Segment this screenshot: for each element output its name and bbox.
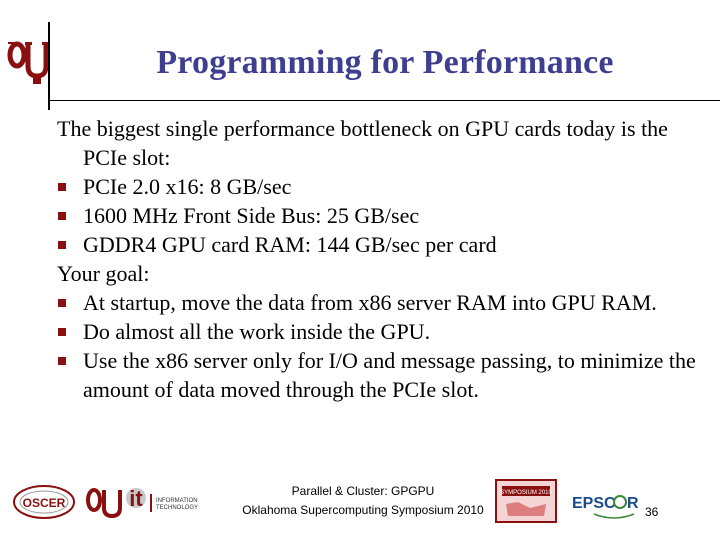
- symposium-2010-logo-icon: SYMPOSIUM 2010: [495, 479, 557, 523]
- footer-line-2: Oklahoma Supercomputing Symposium 2010: [242, 503, 484, 517]
- bullet-item: Do almost all the work inside the GPU.: [57, 317, 697, 346]
- bullet-square-icon: [58, 299, 66, 307]
- bullet-item: GDDR4 GPU card RAM: 144 GB/sec per card: [57, 230, 697, 259]
- goal-heading: Your goal:: [57, 261, 150, 286]
- bullet-square-icon: [58, 357, 66, 365]
- slide-title: Programming for Performance: [156, 44, 614, 81]
- bullet-square-icon: [58, 328, 66, 336]
- svg-text:it: it: [129, 486, 143, 511]
- footer-line-1: Parallel & Cluster: GPGPU: [291, 484, 435, 498]
- bullet-text: Use the x86 server only for I/O and mess…: [83, 348, 696, 402]
- bullet-square-icon: [58, 183, 66, 191]
- information-technology-logo-icon: it INFORMATION TECHNOLOGY: [126, 486, 198, 512]
- oscer-logo-icon: OSCER: [13, 485, 75, 519]
- bullet-square-icon: [58, 212, 66, 220]
- header-horizontal-rule: [48, 100, 720, 101]
- bullet-item: Use the x86 server only for I/O and mess…: [57, 346, 697, 404]
- bullet-text: GDDR4 GPU card RAM: 144 GB/sec per card: [83, 232, 497, 257]
- bullet-item: At startup, move the data from x86 serve…: [57, 288, 697, 317]
- slide-body: The biggest single performance bottlenec…: [57, 114, 697, 404]
- svg-text:R: R: [627, 495, 639, 512]
- bullet-text: Do almost all the work inside the GPU.: [83, 319, 431, 344]
- ou-logo-icon: [7, 41, 48, 84]
- header-vertical-rule: [48, 22, 50, 110]
- intro-paragraph: The biggest single performance bottlenec…: [57, 116, 668, 170]
- page-number: 36: [645, 505, 659, 519]
- bullet-square-icon: [58, 241, 66, 249]
- svg-text:OSCER: OSCER: [23, 496, 66, 510]
- bullet-item: 1600 MHz Front Side Bus: 25 GB/sec: [57, 201, 697, 230]
- footer-logos: OSCER it INFORMATION TECHNOLOGY: [13, 485, 198, 519]
- bullet-text: At startup, move the data from x86 serve…: [83, 290, 657, 315]
- epscor-logo-icon: EPSC R: [572, 495, 639, 519]
- svg-text:INFORMATION: INFORMATION: [156, 498, 198, 504]
- ou-small-logo-icon: [86, 488, 122, 519]
- bullet-text: 1600 MHz Front Side Bus: 25 GB/sec: [83, 203, 420, 228]
- svg-text:EPSC: EPSC: [572, 495, 616, 512]
- footer-right-logos: SYMPOSIUM 2010 EPSC R: [495, 479, 639, 523]
- svg-text:SYMPOSIUM 2010: SYMPOSIUM 2010: [500, 490, 552, 496]
- bullet-text: PCIe 2.0 x16: 8 GB/sec: [83, 174, 292, 199]
- bullet-item: PCIe 2.0 x16: 8 GB/sec: [57, 172, 697, 201]
- svg-text:TECHNOLOGY: TECHNOLOGY: [156, 505, 198, 511]
- footer-text: Parallel & Cluster: GPGPU Oklahoma Super…: [230, 482, 496, 520]
